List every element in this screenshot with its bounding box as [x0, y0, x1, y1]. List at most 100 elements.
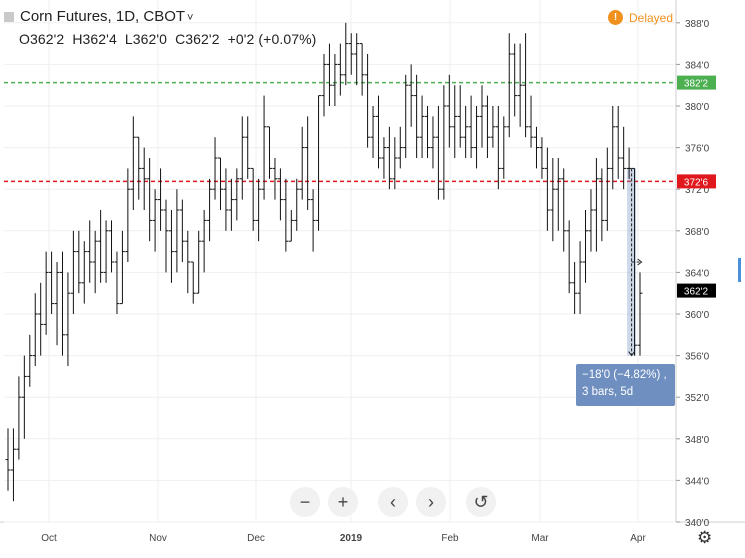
- ohlc-bar: [92, 230, 98, 294]
- y-tick-label: 348'0: [685, 435, 710, 446]
- delayed-label: Delayed: [629, 10, 674, 25]
- y-tick-label: 368'0: [685, 227, 710, 238]
- y-tick-label: 364'0: [685, 268, 710, 279]
- time-axis: Oct Nov Dec 2019 Feb Mar Apr: [41, 533, 646, 544]
- measure-tooltip: −18'0 (−4.82%) , 3 bars, 5d: [576, 364, 675, 406]
- reset-chart-button[interactable]: ↺: [466, 487, 496, 517]
- ohlc-bar: [158, 168, 164, 231]
- ohlc-bar: [621, 126, 627, 190]
- ohlc-bar: [370, 106, 376, 158]
- ohlc-bar: [359, 43, 365, 96]
- price-axis: 388'0 384'0 380'0 376'0 372'0 368'0 364'0 360'0…: [676, 19, 710, 529]
- ohlc-bar: [599, 168, 605, 242]
- ohlc-bar: [414, 74, 420, 158]
- x-tick-label: Dec: [247, 533, 265, 544]
- ohlc-bar: [152, 189, 158, 252]
- ohlc-bar: [283, 178, 289, 252]
- price-tag: 362'2: [677, 283, 716, 298]
- ohlc-bar: [343, 22, 349, 86]
- x-tick-label: Apr: [630, 533, 646, 544]
- ohlc-bar: [517, 43, 523, 127]
- scroll-right-button[interactable]: ›: [416, 487, 446, 517]
- x-tick-label: Oct: [41, 533, 57, 544]
- x-tick-label: Nov: [149, 533, 167, 544]
- ohlc-bar: [239, 116, 245, 200]
- ohlc-bar: [70, 230, 76, 314]
- ohlc-bar: [588, 189, 594, 252]
- zoom-out-button[interactable]: −: [290, 487, 320, 517]
- ohlc-bar: [348, 33, 354, 75]
- ohlc-bar: [267, 126, 273, 179]
- ohlc-bar: [566, 220, 572, 294]
- ohlc-bar: [54, 262, 60, 346]
- symbol-title[interactable]: Corn Futures, 1D, CBOT: [20, 8, 186, 25]
- chart-header[interactable]: Corn Futures, 1D, CBOT ˅: [4, 8, 193, 25]
- ohlc-bar: [16, 376, 22, 460]
- ohlc-bar: [539, 137, 545, 179]
- ohlc-bar: [490, 106, 496, 148]
- ohlc-bar: [365, 54, 371, 148]
- delayed-badge[interactable]: ! Delayed: [608, 10, 673, 25]
- ohlc-bar: [403, 74, 409, 158]
- y-tick-label: 360'0: [685, 310, 710, 321]
- ohlc-bar: [49, 251, 55, 314]
- ohlc-bar: [506, 33, 512, 138]
- ohlc-bar: [430, 116, 436, 169]
- ohlc-bar: [288, 210, 294, 242]
- ohlc-bar: [272, 158, 278, 200]
- ohlc-bar: [397, 126, 403, 169]
- ohlc-bar: [484, 95, 490, 158]
- ohlc-bar: [38, 282, 44, 356]
- scale-handle[interactable]: [738, 258, 741, 282]
- ohlc-bar: [435, 106, 441, 200]
- ohlc-bar: [583, 210, 589, 283]
- ohlc-bar: [501, 116, 507, 179]
- ohlc-bar: [103, 220, 109, 283]
- ohlc-bar: [610, 106, 616, 190]
- gear-icon[interactable]: ⚙: [697, 528, 713, 547]
- ohlc-bar: [201, 210, 207, 273]
- price-tag-label: 362'2: [684, 287, 709, 298]
- open-value: O362'2: [19, 31, 65, 47]
- ohlc-bar: [223, 168, 229, 231]
- chevron-down-icon[interactable]: ˅: [187, 12, 194, 24]
- price-tag-bg: [677, 283, 716, 298]
- measure-bars: 3 bars, 5d: [582, 386, 634, 398]
- ohlc-bar: [207, 178, 213, 242]
- ohlc-bar: [544, 147, 550, 231]
- zoom-in-button[interactable]: +: [328, 487, 358, 517]
- ohlc-bar: [277, 168, 283, 221]
- ohlc-bar: [114, 251, 120, 314]
- ohlc-bar: [217, 157, 223, 210]
- ohlc-bar: [468, 95, 474, 158]
- ohlc-bar: [109, 220, 115, 273]
- ohlc-bar: [81, 241, 87, 304]
- ohlc-bar: [326, 43, 332, 106]
- price-tag-bg: [677, 174, 716, 189]
- ohlc-bar: [163, 199, 169, 273]
- scroll-left-button[interactable]: ‹: [378, 487, 408, 517]
- ohlc-bar: [168, 210, 174, 283]
- ohlc-bar: [256, 178, 262, 242]
- ohlc-bar: [495, 106, 501, 190]
- close-value: C362'2: [175, 31, 220, 47]
- x-tick-label: Feb: [441, 533, 459, 544]
- ohlc-bar: [425, 106, 431, 158]
- ohlc-bar: [76, 230, 82, 294]
- ohlc-bar: [593, 158, 599, 252]
- ohlc-bar: [87, 220, 93, 283]
- y-tick-label: 380'0: [685, 102, 710, 113]
- chart-toolbar: − + ‹ › ↺: [290, 487, 504, 517]
- ohlc-bar: [250, 167, 256, 231]
- ohlc-bar: [419, 95, 425, 158]
- ohlc-bar: [196, 230, 202, 294]
- y-tick-label: 340'0: [685, 518, 710, 529]
- y-tick-label: 352'0: [685, 393, 710, 404]
- y-tick-label: 376'0: [685, 144, 710, 155]
- ohlc-bar: [98, 210, 104, 283]
- ohlc-bar: [212, 137, 218, 200]
- ohlc-bar: [474, 106, 480, 169]
- ohlc-bar: [130, 116, 136, 210]
- low-value: L362'0: [124, 31, 168, 47]
